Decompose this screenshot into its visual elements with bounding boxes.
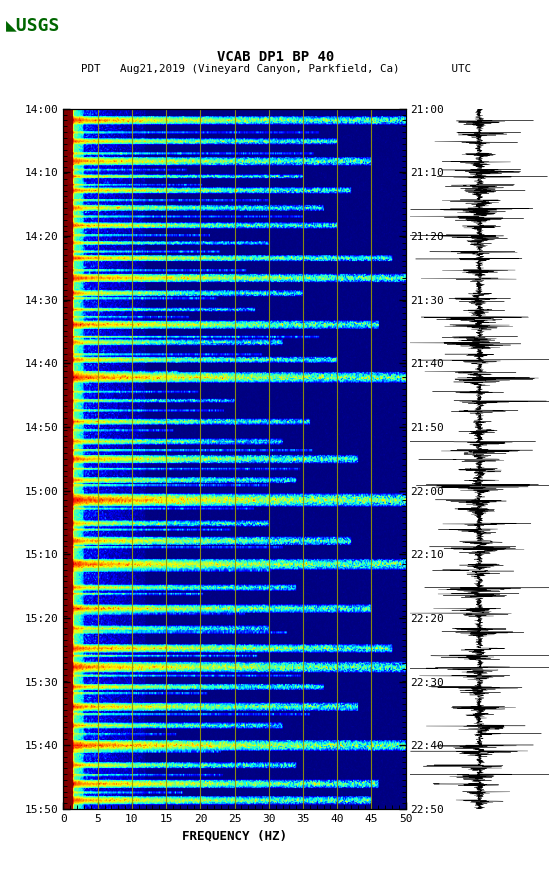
X-axis label: FREQUENCY (HZ): FREQUENCY (HZ) xyxy=(182,830,287,842)
Text: ◣USGS: ◣USGS xyxy=(6,16,60,34)
Text: VCAB DP1 BP 40: VCAB DP1 BP 40 xyxy=(217,50,335,64)
Text: PDT   Aug21,2019 (Vineyard Canyon, Parkfield, Ca)        UTC: PDT Aug21,2019 (Vineyard Canyon, Parkfie… xyxy=(81,64,471,74)
